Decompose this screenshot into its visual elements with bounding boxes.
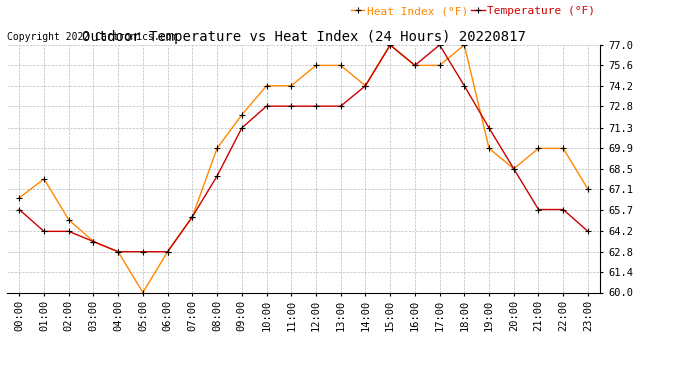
Temperature (°F): [362, 84, 370, 88]
Heat Index (°F): [114, 249, 122, 254]
Heat Index (°F): [460, 43, 469, 47]
Temperature (°F): [287, 104, 295, 108]
Heat Index (°F): [65, 217, 73, 222]
Heat Index (°F): [15, 196, 23, 200]
Temperature (°F): [584, 229, 592, 234]
Heat Index (°F): [411, 63, 419, 68]
Title: Outdoor Temperature vs Heat Index (24 Hours) 20220817: Outdoor Temperature vs Heat Index (24 Ho…: [81, 30, 526, 44]
Line: Heat Index (°F): Heat Index (°F): [17, 42, 591, 295]
Heat Index (°F): [559, 146, 567, 151]
Heat Index (°F): [213, 146, 221, 151]
Temperature (°F): [485, 126, 493, 130]
Temperature (°F): [312, 104, 320, 108]
Temperature (°F): [114, 249, 122, 254]
Temperature (°F): [139, 249, 147, 254]
Heat Index (°F): [386, 43, 394, 47]
Temperature (°F): [15, 207, 23, 212]
Temperature (°F): [559, 207, 567, 212]
Heat Index (°F): [287, 84, 295, 88]
Temperature (°F): [337, 104, 345, 108]
Temperature (°F): [40, 229, 48, 234]
Temperature (°F): [65, 229, 73, 234]
Temperature (°F): [237, 126, 246, 130]
Heat Index (°F): [312, 63, 320, 68]
Heat Index (°F): [485, 146, 493, 151]
Temperature (°F): [411, 63, 419, 68]
Heat Index (°F): [337, 63, 345, 68]
Temperature (°F): [262, 104, 270, 108]
Heat Index (°F): [262, 84, 270, 88]
Heat Index (°F): [534, 146, 542, 151]
Temperature (°F): [89, 239, 97, 244]
Heat Index (°F): [89, 239, 97, 244]
Temperature (°F): [386, 43, 394, 47]
Temperature (°F): [534, 207, 542, 212]
Text: Copyright 2022 Cartronics.com: Copyright 2022 Cartronics.com: [7, 32, 177, 42]
Temperature (°F): [188, 214, 197, 219]
Temperature (°F): [213, 174, 221, 178]
Heat Index (°F): [237, 112, 246, 117]
Heat Index (°F): [139, 290, 147, 295]
Temperature (°F): [164, 249, 172, 254]
Legend: Heat Index (°F), Temperature (°F): Heat Index (°F), Temperature (°F): [351, 6, 595, 16]
Temperature (°F): [460, 84, 469, 88]
Temperature (°F): [435, 43, 444, 47]
Temperature (°F): [510, 166, 518, 171]
Heat Index (°F): [510, 166, 518, 171]
Heat Index (°F): [164, 249, 172, 254]
Heat Index (°F): [362, 84, 370, 88]
Heat Index (°F): [584, 187, 592, 191]
Line: Temperature (°F): Temperature (°F): [17, 42, 591, 255]
Heat Index (°F): [188, 214, 197, 219]
Heat Index (°F): [40, 177, 48, 181]
Heat Index (°F): [435, 63, 444, 68]
